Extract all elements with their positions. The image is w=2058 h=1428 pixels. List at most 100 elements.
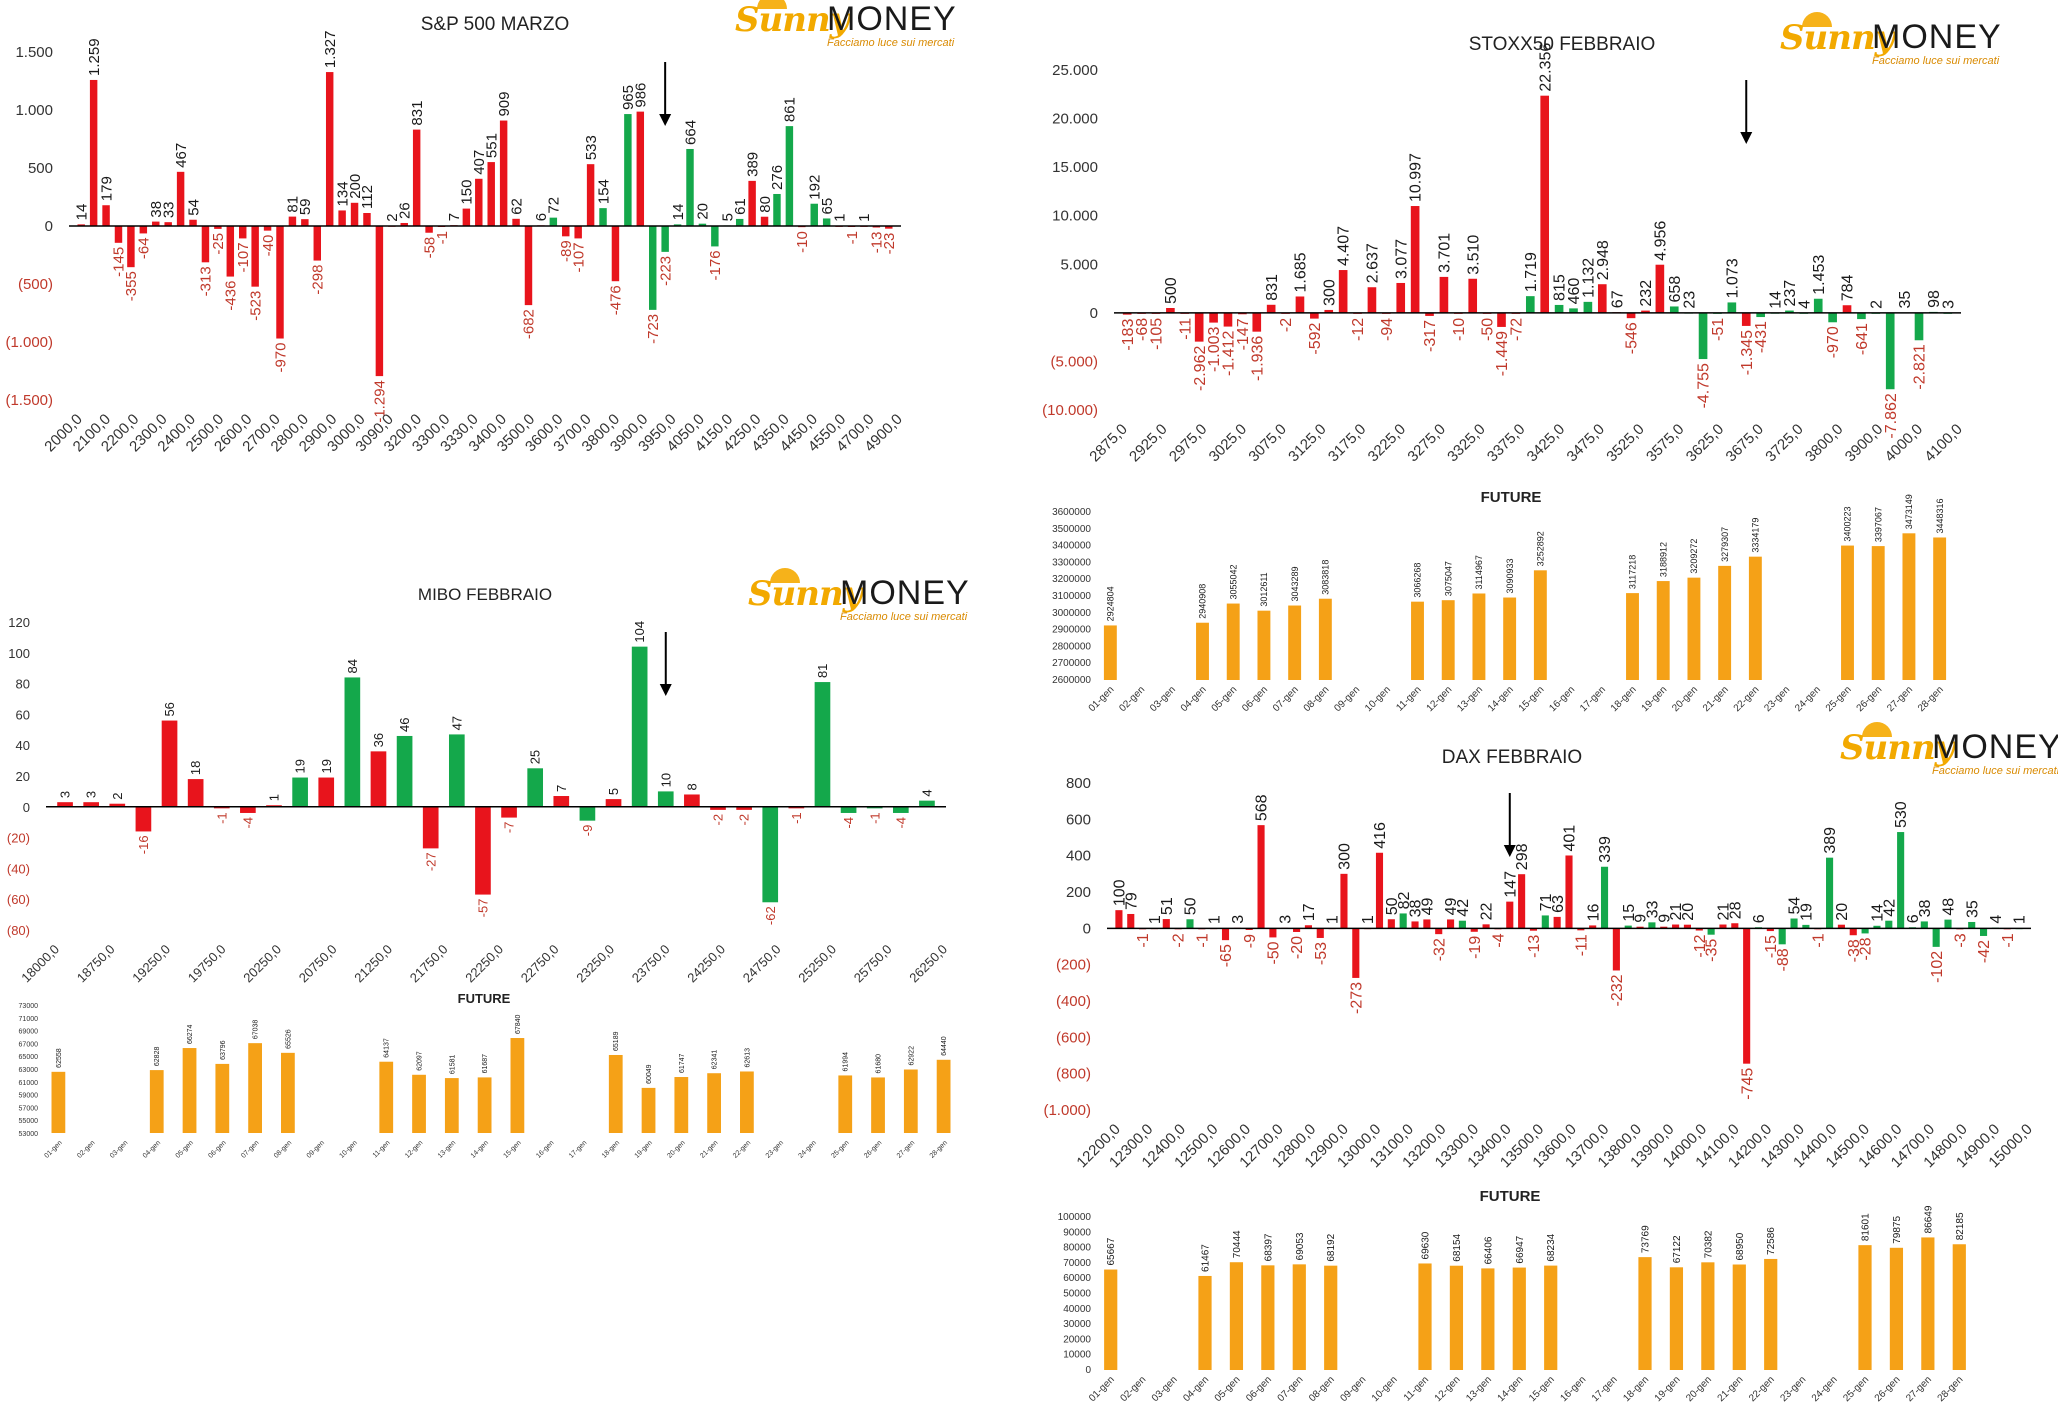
bar [1885, 920, 1893, 929]
data-label: 3075047 [1443, 561, 1453, 596]
bar [164, 222, 172, 226]
bar [1626, 312, 1636, 319]
data-label: 21 [1716, 903, 1733, 921]
x-tick-label: 01-gen [1087, 684, 1117, 714]
data-label: 2 [110, 792, 125, 799]
x-tick-label: 06-gen [1240, 684, 1270, 714]
data-label: 61680 [875, 1054, 882, 1074]
bar [114, 226, 123, 243]
data-label: 1 [831, 214, 848, 222]
y-tick-label: 120 [8, 615, 30, 630]
bar [1841, 545, 1854, 680]
bar [1122, 312, 1132, 315]
x-tick-label: 08-gen [1307, 1374, 1337, 1404]
data-label: 10 [658, 773, 673, 787]
bar [1828, 312, 1837, 323]
x-tick-label: 15-gen [502, 1139, 522, 1159]
bar [1196, 622, 1209, 680]
y-tick-label: 3600000 [1052, 507, 1091, 518]
data-label: 3209272 [1689, 539, 1699, 574]
bar [77, 224, 85, 226]
data-label: 3 [58, 791, 73, 798]
data-label: 38 [1408, 900, 1425, 918]
data-label: 51 [1159, 897, 1176, 915]
y-tick-label: 3100000 [1052, 591, 1091, 602]
bar [1223, 312, 1233, 327]
bar [562, 226, 570, 237]
y-tick-label: 20.000 [1052, 111, 1098, 128]
bar [1396, 282, 1406, 313]
data-label: -40 [260, 235, 277, 257]
bar [1748, 556, 1762, 680]
x-tick-label: 02-gen [76, 1139, 96, 1159]
x-tick-label: 19250,0 [129, 942, 173, 986]
bar [1979, 928, 1988, 936]
data-label: -62 [763, 906, 778, 925]
bar [248, 1043, 262, 1133]
data-label: 276 [769, 165, 786, 190]
x-tick-label: 05-gen [175, 1139, 195, 1159]
x-tick-label: 3575,0 [1643, 421, 1687, 465]
data-label: -10 [794, 231, 811, 253]
data-label: 48 [1941, 898, 1958, 916]
data-label: 65667 [1106, 1237, 1117, 1265]
bar [510, 1038, 525, 1133]
data-label: 200 [347, 174, 364, 199]
y-tick-label: 200 [1066, 884, 1091, 901]
y-tick-label: 59000 [19, 1093, 39, 1100]
x-tick-label: 24-gen [1810, 1374, 1840, 1404]
bar [226, 226, 235, 277]
data-label: -1.003 [1206, 327, 1223, 372]
bar [1842, 305, 1852, 313]
data-label: -2 [1278, 318, 1295, 332]
y-tick-label: (1.500) [5, 392, 53, 409]
bar [1115, 910, 1123, 929]
data-label: 1.259 [86, 38, 103, 76]
x-tick-label: 09-gen [1338, 1374, 1368, 1404]
data-label: -11 [1573, 934, 1590, 956]
data-label: -317 [1422, 320, 1439, 352]
bar [1683, 924, 1691, 929]
x-tick-label: 03-gen [109, 1139, 129, 1159]
y-tick-label: (1.000) [1043, 1102, 1091, 1119]
bar [1418, 1263, 1432, 1370]
x-tick-label: 26-gen [1855, 684, 1885, 714]
bar [631, 646, 648, 807]
y-tick-label: 1.000 [15, 102, 53, 119]
y-tick-label: 2800000 [1052, 641, 1091, 652]
data-label: 80 [757, 196, 774, 213]
y-tick-label: 61000 [19, 1080, 39, 1087]
data-label: 23 [1681, 291, 1698, 309]
data-label: -72 [1509, 318, 1526, 341]
bar [1425, 312, 1434, 316]
data-label: 54 [1787, 897, 1804, 915]
data-label: 33 [1645, 900, 1662, 918]
chart-title: FUTURE [458, 991, 511, 1006]
data-label: 831 [1264, 274, 1281, 301]
y-tick-label: 55000 [19, 1118, 39, 1125]
y-tick-label: 40 [16, 738, 30, 753]
data-label: 64440 [941, 1036, 948, 1056]
data-label: 38 [148, 201, 165, 218]
x-tick-label: 3475,0 [1564, 421, 1608, 465]
y-tick-label: 15.000 [1052, 159, 1098, 176]
data-label: 69630 [1421, 1231, 1432, 1259]
bar [422, 806, 439, 849]
data-label: 150 [459, 180, 476, 205]
data-label: 63 [1550, 895, 1567, 913]
x-tick-label: 21-gen [1716, 1374, 1746, 1404]
data-label: -1 [867, 812, 882, 824]
data-label: 4 [919, 789, 934, 796]
bar [109, 803, 126, 807]
bar [624, 114, 632, 226]
bar [735, 218, 744, 226]
bar [1921, 1237, 1935, 1370]
data-label: -1 [789, 812, 804, 824]
x-tick-label: 15-gen [1527, 1374, 1557, 1404]
data-label: 3252892 [1536, 531, 1546, 566]
x-tick-label: 18-gen [1621, 1374, 1651, 1404]
y-tick-label: 2700000 [1052, 658, 1091, 669]
x-tick-label: 21250,0 [351, 942, 395, 986]
y-tick-label: (5.000) [1050, 353, 1098, 370]
x-tick-label: 06-gen [1244, 1374, 1274, 1404]
